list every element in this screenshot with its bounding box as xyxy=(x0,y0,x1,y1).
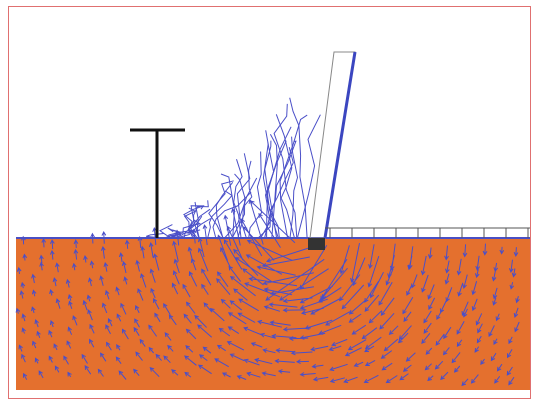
soil xyxy=(16,238,530,390)
wall-base xyxy=(308,238,325,250)
page: (() => { const NS = 'http://www.w3.org/2… xyxy=(0,0,538,405)
simulation-view xyxy=(0,0,538,405)
